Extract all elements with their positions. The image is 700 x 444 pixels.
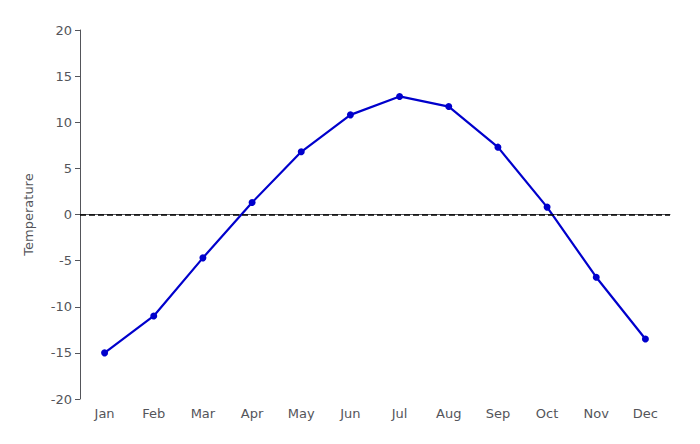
svg-text:May: May — [288, 406, 315, 421]
svg-text:Sep: Sep — [486, 406, 511, 421]
svg-text:-15: -15 — [51, 345, 72, 360]
svg-text:Jun: Jun — [339, 406, 360, 421]
svg-text:Mar: Mar — [191, 406, 216, 421]
svg-text:Oct: Oct — [536, 406, 558, 421]
svg-text:Jan: Jan — [94, 406, 115, 421]
svg-text:-20: -20 — [51, 392, 72, 407]
svg-text:Apr: Apr — [241, 406, 264, 421]
svg-text:20: 20 — [55, 23, 72, 38]
svg-text:Aug: Aug — [436, 406, 461, 421]
svg-text:Nov: Nov — [584, 406, 610, 421]
svg-text:-10: -10 — [51, 299, 72, 314]
svg-text:10: 10 — [55, 115, 72, 130]
svg-text:Jul: Jul — [391, 406, 408, 421]
svg-text:Feb: Feb — [142, 406, 165, 421]
svg-text:0: 0 — [64, 207, 72, 222]
svg-text:Dec: Dec — [633, 406, 658, 421]
svg-text:-5: -5 — [59, 253, 72, 268]
svg-text:Temperature: Temperature — [21, 173, 36, 256]
svg-text:15: 15 — [55, 69, 72, 84]
svg-text:5: 5 — [64, 161, 72, 176]
